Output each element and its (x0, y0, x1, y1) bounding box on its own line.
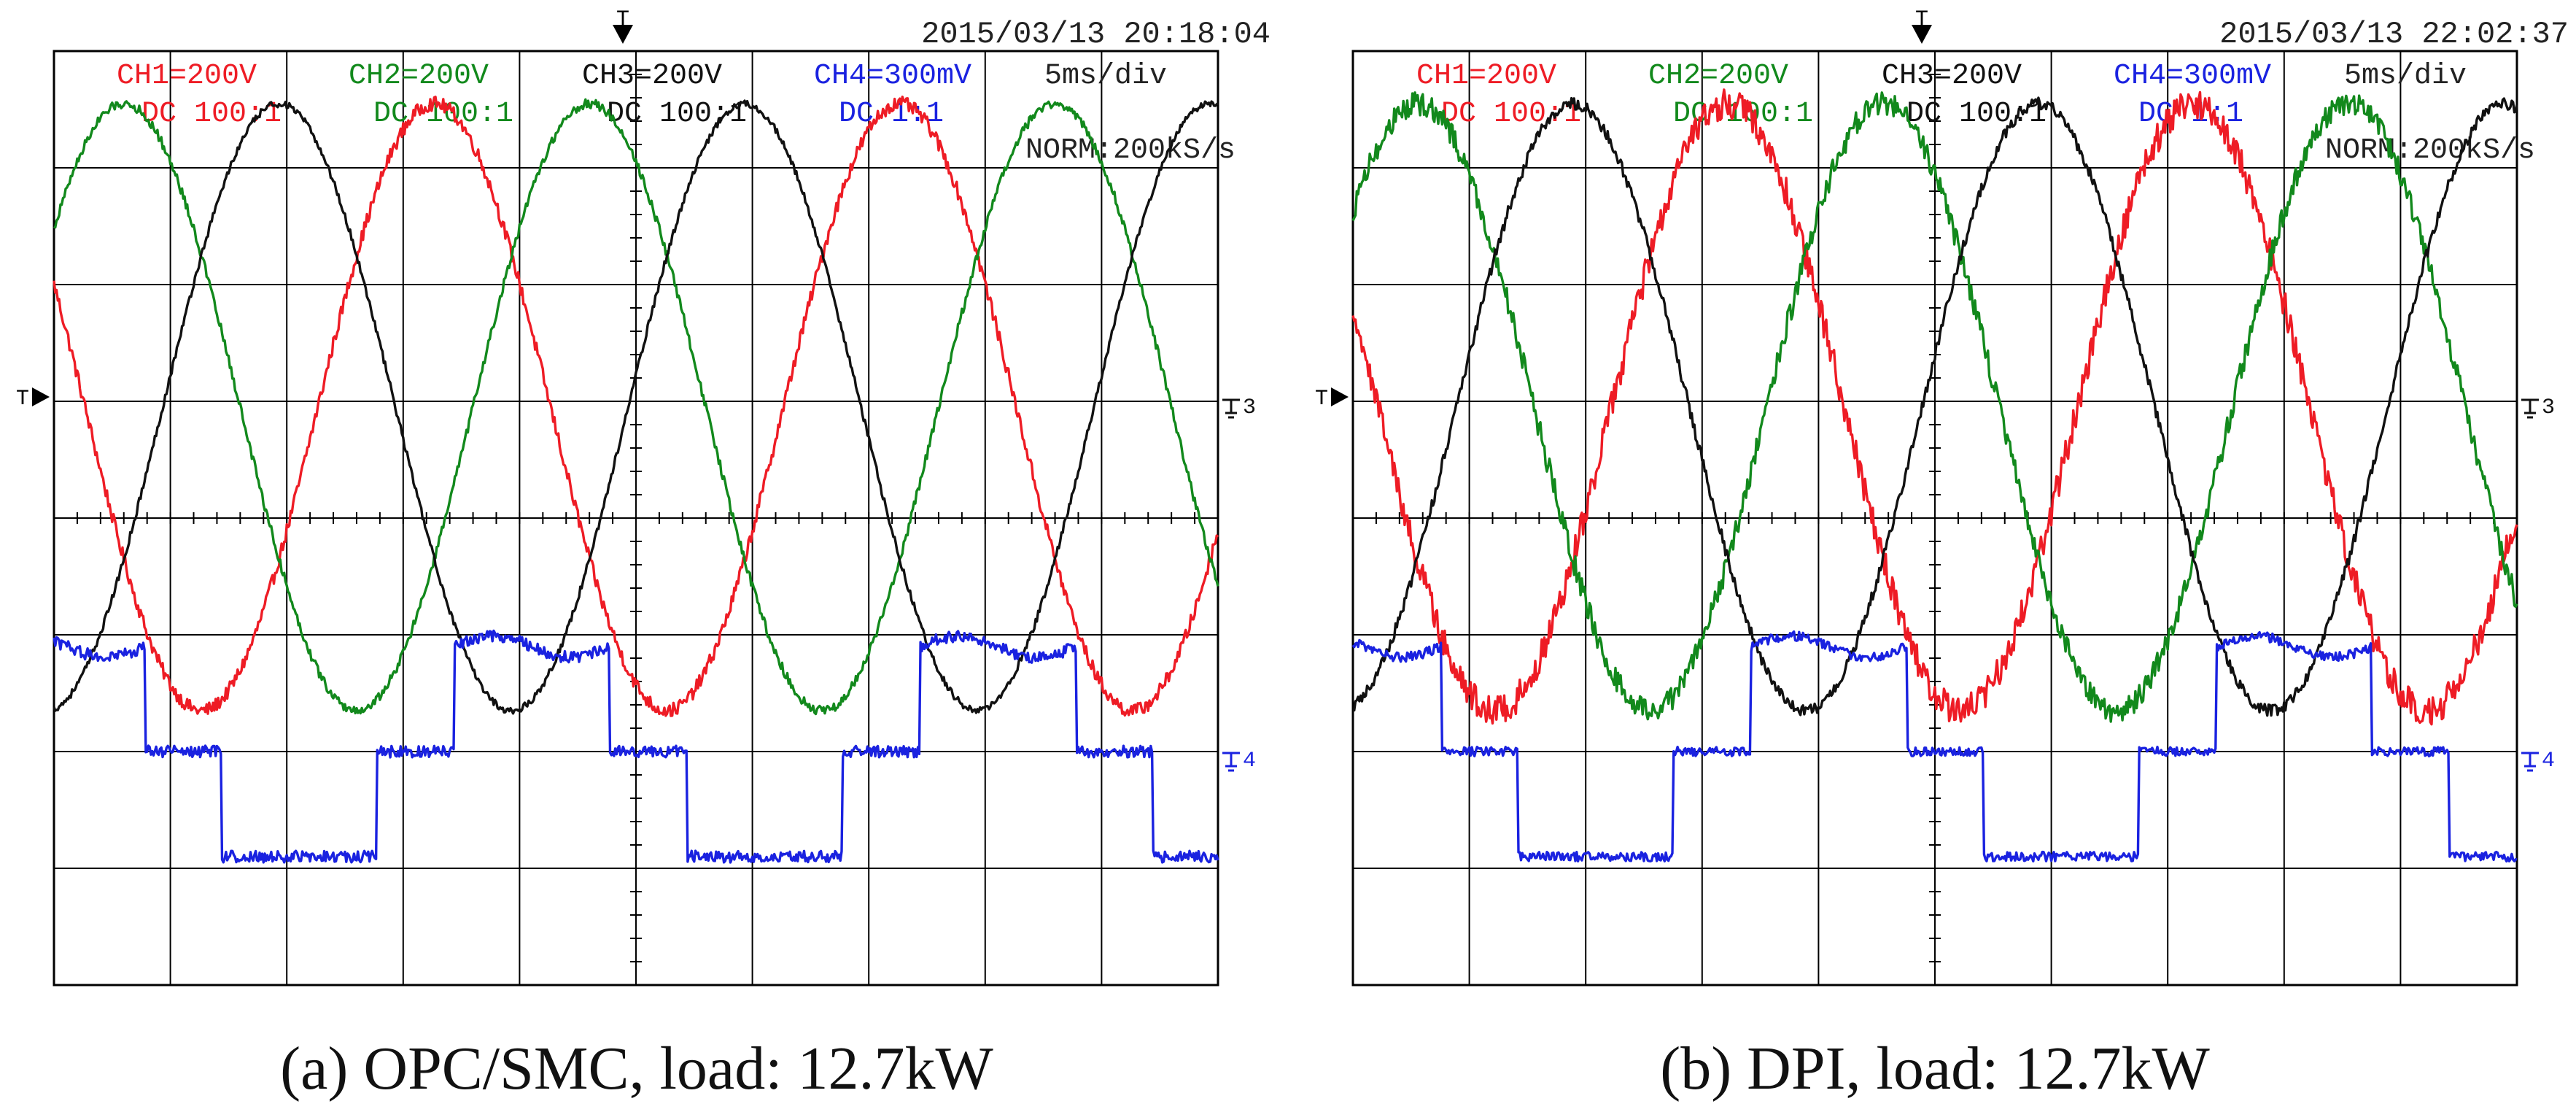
channel-scale-label: CH4=300mV (2114, 60, 2271, 93)
channel-ground-marker: 3 (2521, 395, 2555, 420)
trigger-marker-label: T (1915, 7, 1928, 32)
panel-caption: (a) OPC/SMC, load: 12.7kW (280, 1035, 993, 1103)
channel-ground-marker: 4 (1222, 749, 1256, 773)
sample-rate-label: NORM:200kS/s (1025, 134, 1235, 167)
trigger-position-marker: T (613, 7, 633, 44)
waveform-ch1 (53, 96, 1219, 717)
channel-coupling-label: DC 100:1 (1906, 98, 2047, 131)
waveform-ch2 (1351, 91, 2518, 723)
scope-panel-a: 2015/03/13 20:18:04 T T 3 4 CH1=200V DC 100:1 C… (16, 7, 1270, 1103)
channel-scale-label: CH1=200V (1416, 60, 1556, 93)
channel-scale-label: CH1=200V (117, 60, 257, 93)
trigger-level-marker: T (16, 387, 50, 412)
channel-coupling-label: DC 1:1 (839, 98, 944, 131)
sample-rate-label: NORM:200kS/s (2325, 134, 2535, 167)
waveform-ch2 (53, 98, 1219, 716)
waveform-ch4 (53, 629, 1219, 864)
ground-marker-label: 3 (1243, 395, 1256, 420)
channel-scale-label: CH4=300mV (814, 60, 971, 93)
channel-scale-label: CH2=200V (349, 60, 489, 93)
trigger-level-label: T (16, 387, 29, 412)
channel-ground-marker: 4 (2521, 749, 2555, 773)
channel-ground-marker: 3 (1222, 395, 1256, 420)
scope-panel-b: 2015/03/13 22:02:37 T T 3 4 CH1=200V DC 100:1 C… (1315, 7, 2569, 1103)
timestamp: 2015/03/13 20:18:04 (921, 17, 1270, 52)
ground-marker-label: 4 (2542, 749, 2555, 773)
trigger-marker-label: T (616, 7, 629, 32)
waveform-ch1 (1351, 88, 2518, 726)
waveform-ch3 (53, 99, 1219, 715)
timebase-label: 5ms/div (2344, 60, 2467, 93)
ground-marker-label: 4 (1243, 749, 1256, 773)
panel-caption: (b) DPI, load: 12.7kW (1660, 1035, 2210, 1103)
channel-coupling-label: DC 100:1 (141, 98, 282, 131)
channel-scale-label: CH2=200V (1648, 60, 1788, 93)
waveform-ch4 (1351, 630, 2518, 863)
channel-coupling-label: DC 100:1 (1441, 98, 1581, 131)
timestamp: 2015/03/13 22:02:37 (2219, 17, 2569, 52)
ground-marker-label: 3 (2542, 395, 2555, 420)
trigger-level-marker: T (1315, 387, 1349, 412)
timebase-label: 5ms/div (1044, 60, 1167, 93)
waveform-ch3 (1352, 96, 2518, 717)
channel-scale-label: CH3=200V (1882, 60, 2022, 93)
channel-scale-label: CH3=200V (582, 60, 722, 93)
trigger-position-marker: T (1912, 7, 1932, 44)
trigger-level-label: T (1315, 387, 1328, 412)
